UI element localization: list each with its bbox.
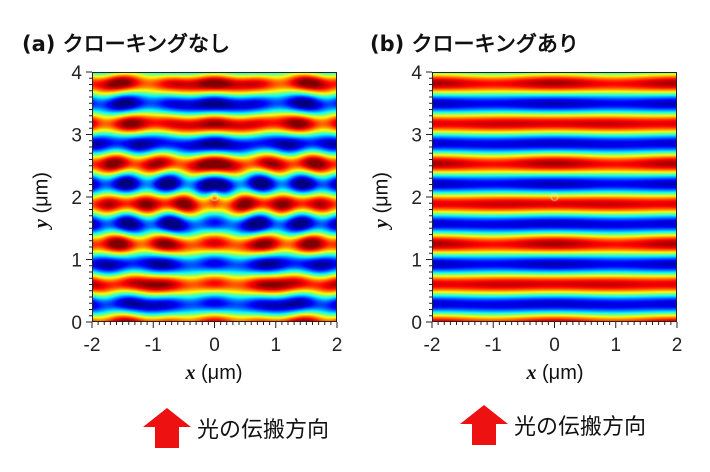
panel-a-x-axis-label: x (μm) — [185, 362, 243, 384]
panel-b-x-tick-label: 0 — [549, 335, 560, 356]
panel-a-propagation-direction: 光の伝搬方向 — [143, 408, 329, 448]
panel-b-y-tick-label: 1 — [411, 251, 422, 272]
panel-b-title: (b) クローキングあり — [370, 32, 579, 56]
panel-b-x-axis-label: x (μm) — [526, 362, 584, 384]
panel-a-x-tick-label: 2 — [332, 335, 343, 356]
panel-a-y-tick-label: 1 — [71, 251, 82, 272]
panel-a-x-tick-label: -1 — [145, 335, 162, 356]
panel-b-y-tick-label: 2 — [411, 188, 422, 209]
panel-a-x-tick-label: 0 — [209, 335, 220, 356]
panel-a-y-tick-label: 2 — [71, 188, 82, 209]
up-arrow-icon — [143, 408, 191, 448]
panel-b-y-tick-label: 0 — [411, 313, 422, 334]
panel-a-field-map — [93, 73, 336, 321]
panel-b-propagation-label: 光の伝搬方向 — [514, 415, 647, 440]
panel-a-y-tick-label: 0 — [71, 313, 82, 334]
panel-b-y-tick-label: 3 — [411, 126, 422, 147]
panel-a-heatmap — [92, 72, 337, 322]
panel-a-propagation-label: 光の伝搬方向 — [197, 418, 330, 443]
panel-b-heatmap — [432, 72, 677, 322]
panel-a-y-tick-label: 3 — [71, 126, 82, 147]
panel-a-x-tick-label: 1 — [270, 335, 281, 356]
panel-b-x-tick-label: -1 — [485, 335, 502, 356]
panel-b-propagation-direction: 光の伝搬方向 — [460, 405, 646, 445]
panel-b-y-tick-label: 4 — [411, 63, 422, 84]
panel-b-x-tick-label: 2 — [672, 335, 683, 356]
panel-b-x-tick-label: -2 — [424, 335, 441, 356]
up-arrow-icon — [460, 405, 508, 445]
panel-a-x-tick-label: -2 — [84, 335, 101, 356]
panel-a-y-tick-label: 4 — [71, 63, 82, 84]
panel-b-x-tick-label: 1 — [610, 335, 621, 356]
panel-a-title: (a) クローキングなし — [22, 32, 231, 56]
panel-b-field-map — [433, 73, 676, 321]
